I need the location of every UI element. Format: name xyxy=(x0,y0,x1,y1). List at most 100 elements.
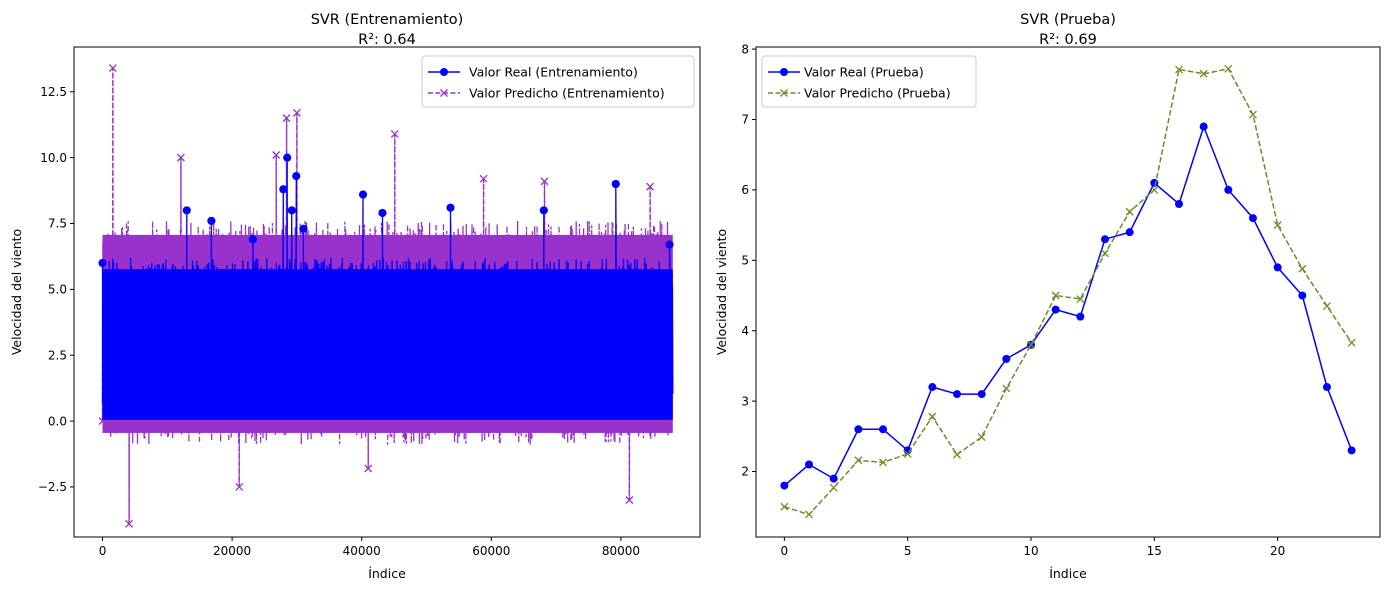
legend-left-pred-label: Valor Predicho (Entrenamiento) xyxy=(469,86,665,101)
data-point-real xyxy=(283,153,292,162)
y-tick-label: 2 xyxy=(741,465,749,479)
data-point-predicted xyxy=(390,129,399,138)
data-point-real xyxy=(879,425,888,434)
data-point-predicted xyxy=(1101,249,1109,258)
data-point-predicted xyxy=(646,182,655,191)
y-tick-label: 4 xyxy=(741,324,749,338)
legend-left-real-label: Valor Real (Entrenamiento) xyxy=(469,65,638,80)
data-point-predicted xyxy=(977,433,986,441)
data-point-predicted xyxy=(1076,295,1085,303)
chart-right-title: SVR (Prueba) xyxy=(1020,12,1116,28)
data-point-predicted xyxy=(540,177,549,186)
x-tick-label: 60000 xyxy=(472,544,510,558)
data-point-real xyxy=(829,474,838,483)
x-axis-label-right: Índice xyxy=(1049,566,1087,581)
data-point-predicted xyxy=(1051,291,1060,300)
data-point-predicted xyxy=(292,108,301,117)
y-tick-label: 12.5 xyxy=(40,85,67,99)
x-tick-label: 20000 xyxy=(213,544,251,558)
data-point-real xyxy=(1224,185,1233,194)
data-point-predicted xyxy=(854,456,863,465)
y-tick-label: 6 xyxy=(741,183,749,197)
axes-frame-right xyxy=(755,46,1381,538)
data-point-real xyxy=(1002,354,1011,363)
legend-right-pred-label: Valor Predicho (Prueba) xyxy=(804,86,951,101)
data-point-predicted xyxy=(125,519,134,528)
chart-left: SVR (Entrenamiento) R²: 0.64 0 20000 40000… xyxy=(9,12,701,581)
data-point-predicted xyxy=(1224,64,1233,73)
y-tick-label: 7 xyxy=(741,113,749,127)
legend-right-box xyxy=(761,55,977,108)
x-axis-label-left: Índice xyxy=(368,566,406,581)
data-point-predicted xyxy=(1273,221,1282,230)
data-point-predicted xyxy=(805,510,813,519)
chart-right: SVR (Prueba) R²: 0.69 0 5 10 15 20 2 3 4 5 6 7 8 Í… xyxy=(714,12,1381,581)
legend-right-real-label: Valor Real (Prueba) xyxy=(804,65,924,80)
x-tick-label: 10 xyxy=(1023,544,1038,558)
data-point-predicted xyxy=(235,482,244,491)
data-point-real xyxy=(359,190,368,199)
x-tick-label: 80000 xyxy=(602,544,640,558)
data-point-real xyxy=(279,185,288,194)
data-point-predicted xyxy=(1323,302,1331,311)
data-point-real xyxy=(1248,214,1257,223)
chart-right-subtitle: R²: 0.69 xyxy=(1039,32,1097,48)
y-tick-label: 2.5 xyxy=(48,348,67,362)
y-tick-label: 0.0 xyxy=(48,414,67,428)
data-point-real xyxy=(292,172,301,181)
data-point-real xyxy=(1347,446,1356,455)
y-axis-left: −2.5 0.0 2.5 5.0 7.5 10.0 12.5 xyxy=(38,85,74,494)
data-point-predicted xyxy=(829,483,838,492)
data-point-predicted xyxy=(1150,185,1159,194)
data-point-real xyxy=(98,259,107,268)
data-point-predicted xyxy=(282,114,291,123)
data-point-real xyxy=(287,206,296,215)
legend-right-pred-marker xyxy=(780,89,788,97)
legend-right: Valor Real (Prueba) Valor Predicho (Prue… xyxy=(761,55,977,108)
data-point-real xyxy=(780,481,789,490)
chart-left-title: SVR (Entrenamiento) xyxy=(311,12,464,28)
data-point-predicted xyxy=(780,502,789,511)
data-point-real xyxy=(1174,199,1183,208)
x-tick-label: 20 xyxy=(1270,544,1285,558)
data-point-real xyxy=(665,240,674,249)
data-point-real xyxy=(977,390,986,399)
legend-left-real-marker xyxy=(440,68,448,76)
data-point-real xyxy=(1076,312,1085,321)
data-point-real xyxy=(1100,235,1109,244)
plot-area-left xyxy=(98,64,674,528)
data-point-real xyxy=(1298,291,1307,300)
data-point-real xyxy=(539,206,548,215)
data-point-real xyxy=(611,179,620,188)
x-tick-label: 5 xyxy=(904,544,912,558)
data-point-real xyxy=(1051,305,1060,314)
legend-right-real-marker xyxy=(780,68,788,76)
y-tick-label: −2.5 xyxy=(38,480,67,494)
x-axis-right: 0 5 10 15 20 xyxy=(781,537,1285,558)
data-point-real xyxy=(182,206,191,215)
data-point-predicted xyxy=(479,174,488,183)
y-tick-label: 7.5 xyxy=(48,217,67,231)
series-band-real xyxy=(102,269,673,420)
data-point-predicted xyxy=(108,64,117,73)
x-tick-label: 15 xyxy=(1147,544,1162,558)
axes-frame-left xyxy=(73,46,701,538)
data-point-predicted xyxy=(364,464,373,473)
data-point-real xyxy=(446,203,455,212)
legend-left-pred-marker xyxy=(440,89,448,97)
data-point-predicted xyxy=(1175,65,1183,74)
y-axis-label-left: Velocidad del viento xyxy=(9,229,24,355)
x-axis-left: 0 20000 40000 60000 80000 xyxy=(99,537,640,558)
series-line-predicted xyxy=(784,67,1353,516)
data-point-predicted xyxy=(1249,110,1257,119)
data-point-predicted xyxy=(1002,384,1011,393)
plot-area-right xyxy=(780,64,1356,519)
data-point-predicted xyxy=(1298,264,1307,273)
data-point-real xyxy=(1273,263,1282,272)
y-tick-label: 10.0 xyxy=(40,151,67,165)
chart-left-subtitle: R²: 0.64 xyxy=(358,32,416,48)
x-tick-label: 0 xyxy=(781,544,789,558)
data-point-predicted xyxy=(272,151,281,159)
series-line-real xyxy=(783,124,1353,487)
